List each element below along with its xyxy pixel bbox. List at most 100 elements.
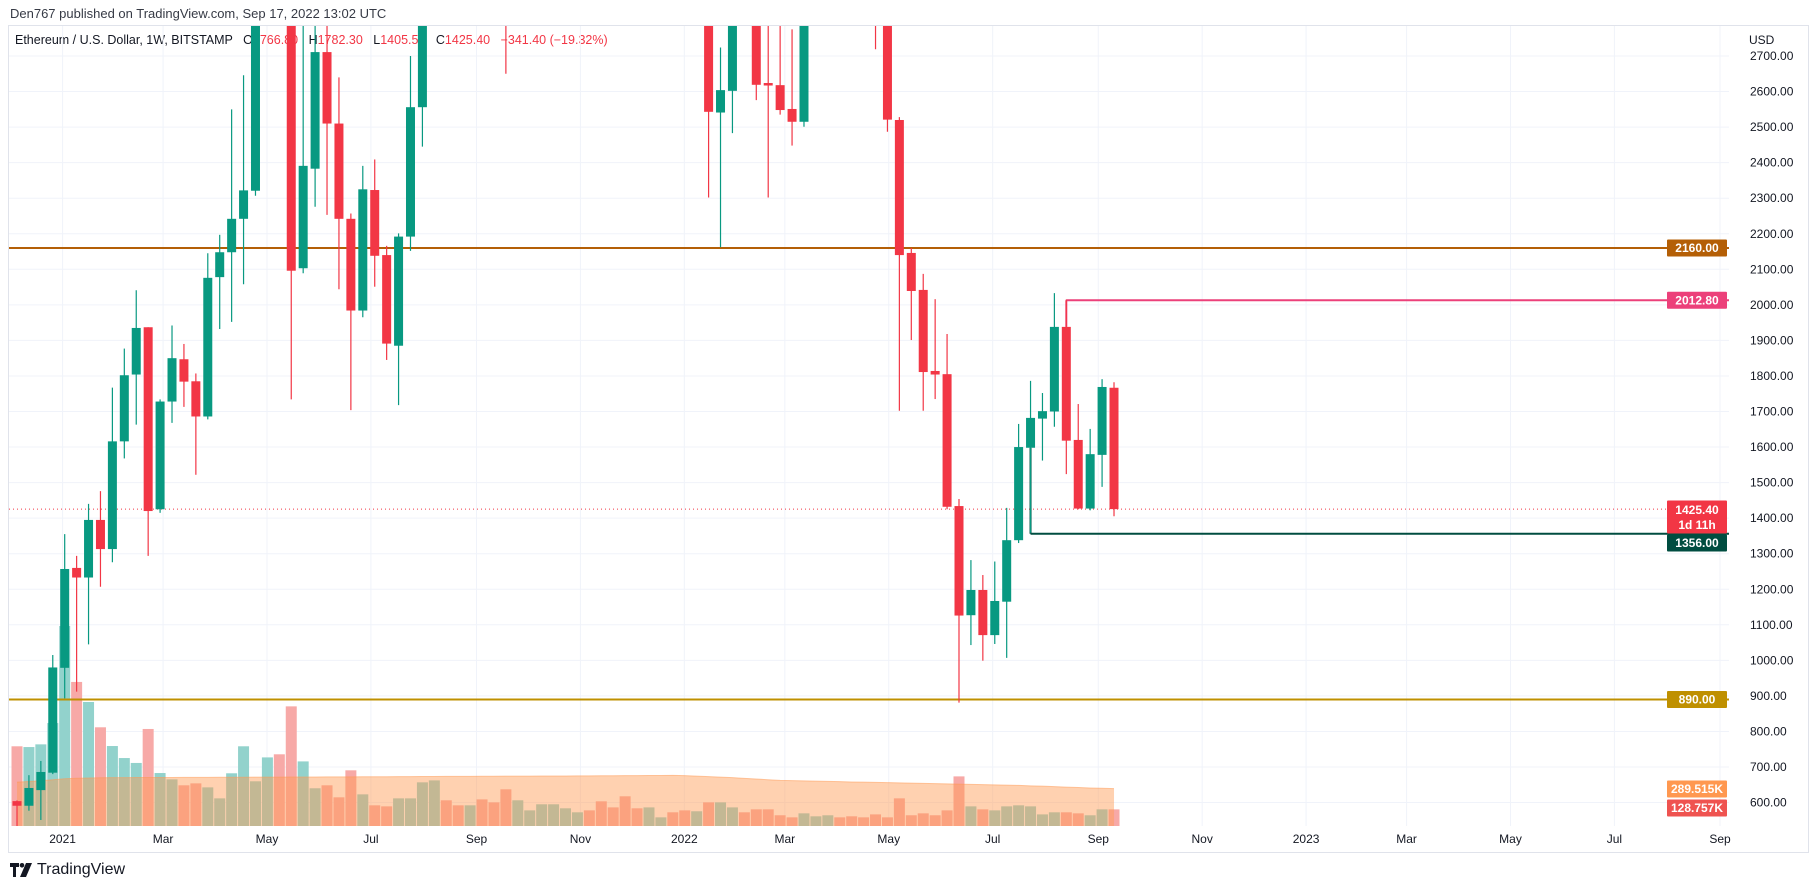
volume-bar <box>428 780 440 826</box>
candle-body <box>1085 454 1095 509</box>
candle <box>95 491 105 587</box>
volume-bar <box>309 788 321 826</box>
candle-body <box>107 441 117 550</box>
time-tick-label: 2022 <box>671 832 698 846</box>
time-tick-label: Sep <box>1709 832 1731 846</box>
candle-body <box>358 189 368 311</box>
volume-bar <box>762 809 774 826</box>
price-tick-label: 2600.00 <box>1750 85 1794 99</box>
time-axis[interactable]: 2021 Mar May Jul Sep Nov 2022 Mar May Jul Sep Nov 20… <box>49 832 1731 846</box>
time-tick-label: Nov <box>570 832 591 846</box>
candle <box>978 575 988 661</box>
time-tick-label: May <box>256 832 279 846</box>
price-tick-label: 1500.00 <box>1750 476 1794 490</box>
volume-bar <box>548 804 560 826</box>
candle-body <box>322 52 332 124</box>
candle <box>119 348 129 459</box>
volume-bar <box>1013 805 1025 826</box>
volume-bar <box>905 815 917 826</box>
candle-body <box>799 26 809 122</box>
volume-bar <box>571 812 583 826</box>
volume-bar <box>500 789 512 826</box>
last-price-box <box>1667 500 1727 534</box>
price-tick-label: 2300.00 <box>1750 191 1794 205</box>
candle <box>930 299 940 400</box>
candle <box>322 26 332 215</box>
volume-bar <box>726 807 738 826</box>
volume-bar <box>47 723 59 826</box>
candle-body <box>1109 387 1119 510</box>
volume-bar <box>404 798 416 826</box>
volume-bar <box>476 799 488 826</box>
candle-body <box>215 252 225 278</box>
volume-bar <box>893 798 905 826</box>
candle <box>358 165 368 318</box>
candle <box>215 234 225 330</box>
plot-area[interactable] <box>9 0 1729 827</box>
volume-bar <box>750 809 762 826</box>
candle-body <box>203 277 213 417</box>
price-tick-label: 1300.00 <box>1750 547 1794 561</box>
low-value: 1405.50 <box>380 33 426 47</box>
candle <box>751 26 761 101</box>
open-label: O <box>243 33 253 47</box>
candle-body <box>131 327 141 375</box>
price-tick-label: 1200.00 <box>1750 582 1794 596</box>
candle-body <box>119 375 129 442</box>
volume-bar <box>715 802 727 826</box>
support-1356-text: 1356.00 <box>1675 536 1719 550</box>
candle-body <box>250 26 260 191</box>
candle <box>763 26 773 198</box>
candle <box>1073 404 1083 510</box>
time-tick-label: Sep <box>1088 832 1110 846</box>
volume-bar <box>11 746 23 826</box>
volume-bar <box>655 817 667 826</box>
candle-body <box>727 26 737 91</box>
tradingview-logo-icon <box>10 863 32 877</box>
candle <box>60 534 70 699</box>
volume-bar <box>261 757 273 826</box>
footer-brand[interactable]: TradingView <box>10 861 125 879</box>
candle-body <box>36 771 46 791</box>
volume-bar <box>524 810 536 826</box>
candle-body <box>370 190 380 256</box>
low-label: L <box>373 33 381 47</box>
volume-bar <box>822 815 834 826</box>
volume-bar <box>774 815 786 826</box>
candle-body <box>286 26 296 271</box>
price-axis[interactable]: USD 2700.00 2600.00 2500.00 2400.00 2300.00 22… <box>1749 33 1794 810</box>
candle <box>179 343 189 407</box>
volume-bar <box>560 808 572 826</box>
volume-bar <box>1072 813 1084 826</box>
publish-info: Den767 published on TradingView.com, Sep… <box>10 6 387 21</box>
candle <box>48 655 58 775</box>
candle-body <box>871 0 880 10</box>
volume-bar <box>929 815 941 826</box>
candle <box>727 26 737 134</box>
candle-body <box>918 289 928 373</box>
candle <box>84 503 94 645</box>
volume-bar <box>130 762 142 826</box>
candle <box>191 373 201 475</box>
resistance-2012-80-text: 2012.80 <box>1675 293 1719 307</box>
support-1356-box <box>1667 534 1727 552</box>
time-tick-label: May <box>877 832 900 846</box>
volume-bar <box>214 798 226 826</box>
candle <box>1085 428 1095 511</box>
candle-body <box>72 567 82 578</box>
symbol-title[interactable]: Ethereum / U.S. Dollar, 1W, BITSTAMP <box>15 33 233 47</box>
resistance-2012-80-box <box>1667 291 1727 309</box>
time-tick-label: Jul <box>985 832 1000 846</box>
volume-ma-value-box <box>1667 780 1727 798</box>
candle-body <box>882 26 892 120</box>
candle <box>871 0 880 50</box>
candle-body <box>1097 386 1107 455</box>
volume-value-text: 128.757K <box>1671 801 1723 815</box>
candle <box>775 26 785 115</box>
volume-bar <box>345 770 357 826</box>
candle-body <box>1061 326 1071 441</box>
price-tick-label: 2100.00 <box>1750 262 1794 276</box>
volume-bar <box>1108 809 1120 826</box>
candle-body <box>227 218 237 253</box>
